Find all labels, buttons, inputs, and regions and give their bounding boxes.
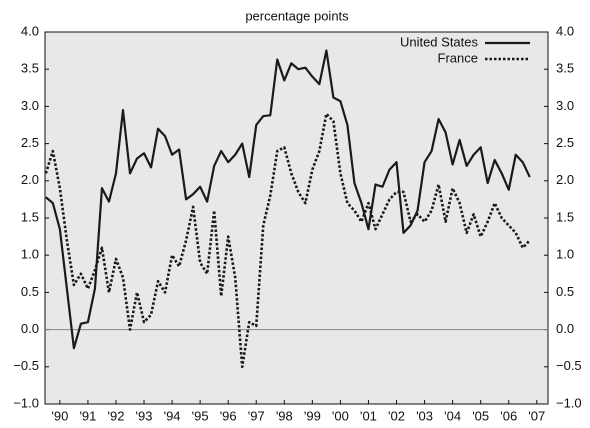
x-tick-label: '90 [51,408,68,423]
y2-tick-label: 1.5 [556,209,574,224]
x-tick-label: '00 [332,408,349,423]
chart-title: percentage points [245,8,349,23]
x-tick-label: '02 [388,408,405,423]
y2-tick-label: 2.0 [556,172,574,187]
y-tick-label: 2.5 [21,135,39,150]
series-line [44,112,531,369]
y2-tick-label: −1.0 [556,395,582,410]
y2-tick-label: 0.5 [556,284,574,299]
x-tick-label: '04 [444,408,461,423]
x-tick-label: '01 [360,408,377,423]
y2-tick-label: 1.0 [556,247,574,262]
y2-tick-label: 0.0 [556,321,574,336]
series-line [45,49,531,350]
x-tick-label: '06 [500,408,517,423]
legend-label: United States [400,34,479,49]
y-tick-label: 3.0 [21,98,39,113]
y-tick-label: 0.0 [21,321,39,336]
y-tick-label: 1.0 [21,247,39,262]
x-tick-label: '95 [192,408,209,423]
x-tick-label: '07 [528,408,545,423]
y2-tick-label: 2.5 [556,135,574,150]
y2-tick-label: 3.5 [556,61,574,76]
x-tick-label: '03 [416,408,433,423]
y-tick-label: 1.5 [21,209,39,224]
y-tick-label: 2.0 [21,172,39,187]
x-tick-label: '98 [276,408,293,423]
y2-tick-label: 3.0 [556,98,574,113]
x-tick-label: '96 [220,408,237,423]
x-tick-label: '99 [304,408,321,423]
y2-tick-label: 4.0 [556,23,574,38]
x-tick-label: '91 [79,408,96,423]
x-tick-label: '05 [472,408,489,423]
y-tick-label: 4.0 [21,23,39,38]
x-tick-label: '97 [248,408,265,423]
x-tick-label: '92 [107,408,124,423]
x-tick-label: '94 [164,408,181,423]
legend-label: France [438,50,478,65]
x-tick-label: '93 [136,408,153,423]
y2-tick-label: −0.5 [556,358,582,373]
y-tick-label: −0.5 [13,358,39,373]
y-tick-label: 0.5 [21,284,39,299]
y-tick-label: 3.5 [21,61,39,76]
y-tick-label: −1.0 [13,395,39,410]
plot-area [44,31,549,405]
